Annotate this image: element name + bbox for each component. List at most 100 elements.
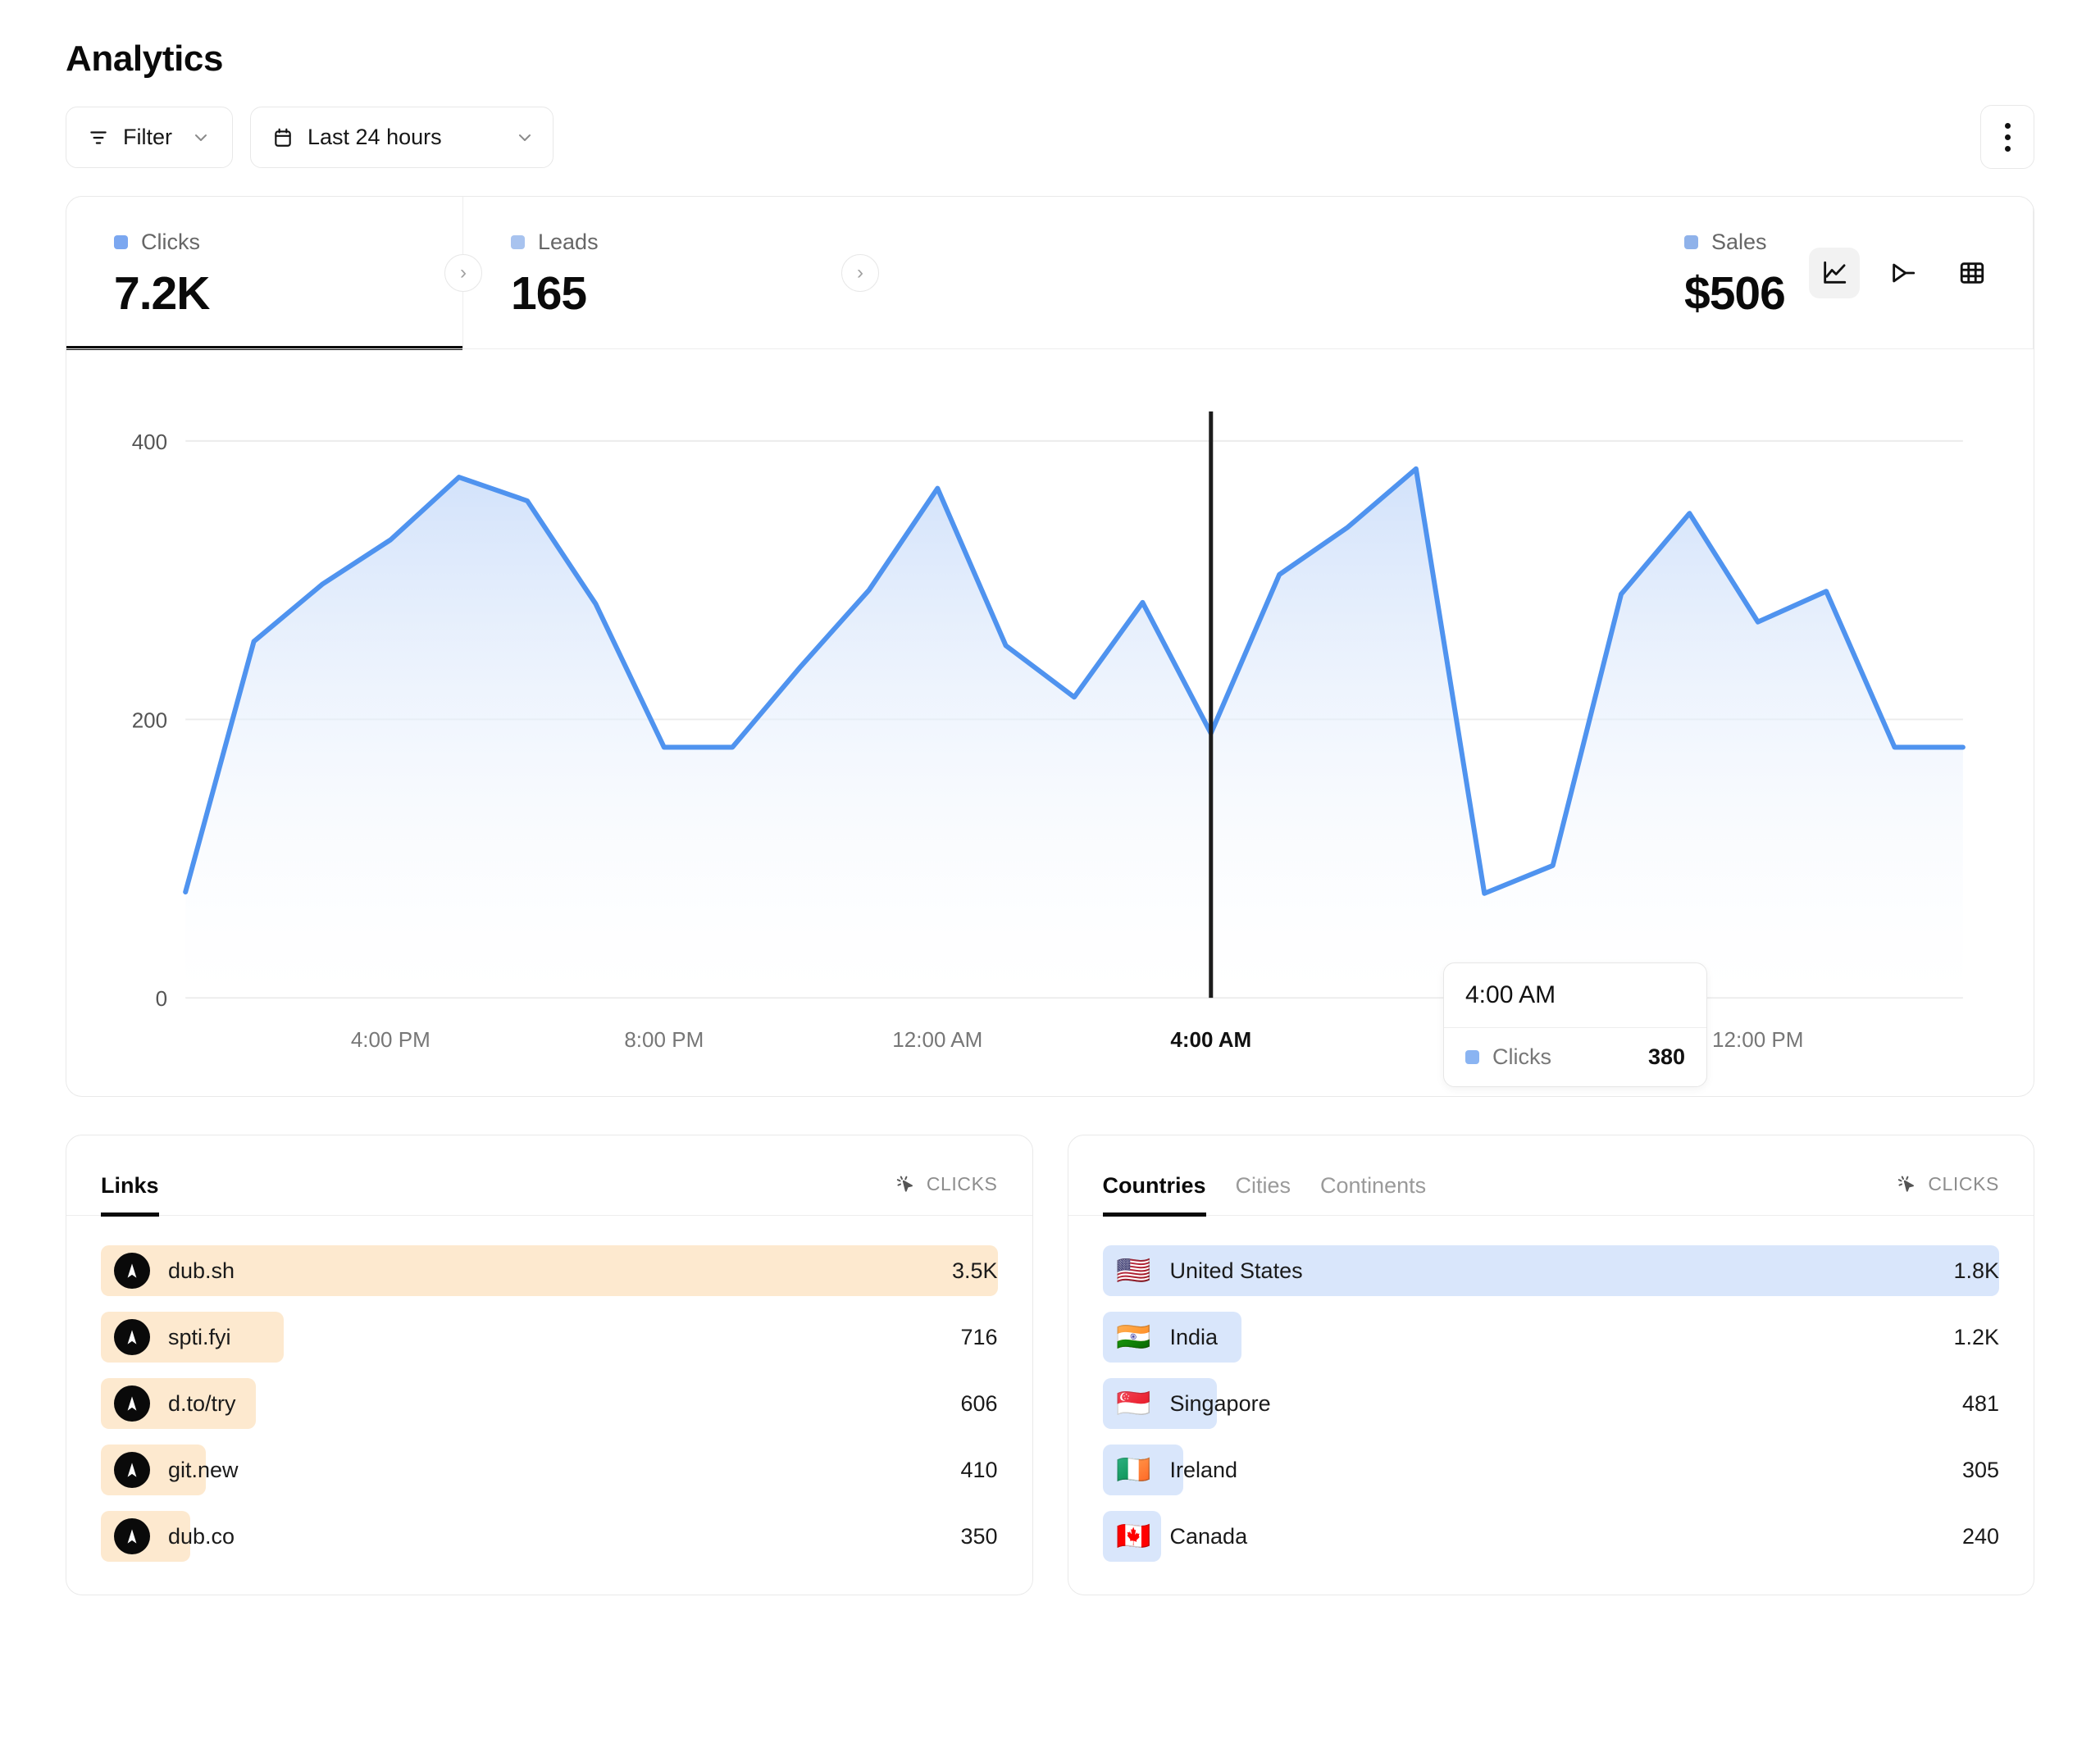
table-grid-icon bbox=[1958, 259, 1986, 287]
row-bar bbox=[1102, 1312, 1241, 1363]
metric-card-leads[interactable]: Leads 165 bbox=[463, 197, 1637, 348]
link-row[interactable]: d.to/try 606 bbox=[101, 1378, 998, 1430]
chevron-right-icon[interactable]: › bbox=[444, 253, 482, 292]
country-row[interactable]: 🇮🇪 Ireland 305 bbox=[1102, 1445, 1999, 1496]
links-metric-label: CLICKS bbox=[926, 1173, 998, 1195]
country-row[interactable]: 🇸🇬 Singapore 481 bbox=[1102, 1378, 1999, 1430]
filter-button[interactable]: Filter bbox=[66, 107, 233, 169]
row-value: 305 bbox=[1961, 1457, 1999, 1482]
links-panel-tabs: Links bbox=[101, 1135, 159, 1217]
funnel-view-button[interactable] bbox=[1878, 248, 1929, 298]
tab-cities[interactable]: Cities bbox=[1235, 1173, 1291, 1199]
row-value: 410 bbox=[960, 1457, 998, 1482]
tab-continents[interactable]: Continents bbox=[1320, 1173, 1427, 1199]
metric-label: Sales bbox=[1711, 230, 1767, 255]
links-list: dub.sh 3.5K spti.fyi 716 d.to/try 606 git.new 4… bbox=[66, 1216, 1032, 1595]
row-label: dub.co bbox=[168, 1523, 235, 1549]
flag-icon: 🇮🇪 bbox=[1116, 1454, 1151, 1486]
locations-metric-header[interactable]: CLICKS bbox=[1897, 1173, 1999, 1215]
chart-view-toggles bbox=[1809, 247, 1998, 298]
chevron-right-icon[interactable]: › bbox=[841, 253, 879, 292]
svg-text:12:00 AM: 12:00 AM bbox=[892, 1027, 982, 1052]
locations-panel: Countries Cities Continents CLICKS 🇺 bbox=[1067, 1135, 2034, 1596]
funnel-icon bbox=[1889, 259, 1917, 287]
metric-value: $506 bbox=[1684, 267, 1786, 321]
line-chart-icon bbox=[1820, 259, 1848, 287]
tab-links[interactable]: Links bbox=[101, 1175, 159, 1217]
date-range-button[interactable]: Last 24 hours bbox=[250, 107, 553, 169]
calendar-icon bbox=[272, 127, 294, 148]
tab-countries[interactable]: Countries bbox=[1102, 1175, 1206, 1217]
line-chart-view-button[interactable] bbox=[1809, 247, 1860, 298]
country-row[interactable]: 🇺🇸 United States 1.8K bbox=[1102, 1245, 1999, 1297]
tooltip-color-dot bbox=[1465, 1050, 1479, 1065]
filter-button-label: Filter bbox=[123, 125, 172, 150]
link-row[interactable]: dub.co 350 bbox=[101, 1511, 998, 1563]
row-label: dub.sh bbox=[168, 1258, 235, 1283]
country-row[interactable]: 🇨🇦 Canada 240 bbox=[1102, 1511, 1999, 1563]
flag-icon: 🇮🇳 bbox=[1116, 1322, 1151, 1354]
row-value: 1.2K bbox=[1953, 1324, 1999, 1349]
chart-y-axis-labels: 0 200 400 bbox=[132, 430, 167, 1011]
row-value: 1.8K bbox=[1953, 1258, 1999, 1283]
flag-icon: 🇨🇦 bbox=[1116, 1521, 1151, 1553]
filter-icon bbox=[88, 127, 109, 148]
cursor-click-icon bbox=[1897, 1174, 1918, 1195]
table-view-button[interactable] bbox=[1947, 248, 1998, 298]
svg-text:400: 400 bbox=[132, 430, 167, 454]
links-panel: Links CLICKS dub.sh 3.5K spti.fyi 716 d.to/t… bbox=[66, 1135, 1033, 1596]
tooltip-series-label: Clicks bbox=[1492, 1044, 1551, 1070]
row-label: United States bbox=[1169, 1258, 1303, 1283]
dub-logo-icon bbox=[114, 1452, 150, 1489]
chevron-down-icon bbox=[515, 128, 535, 148]
link-row[interactable]: spti.fyi 716 bbox=[101, 1312, 998, 1363]
row-value: 606 bbox=[960, 1390, 998, 1416]
svg-text:12:00 PM: 12:00 PM bbox=[1712, 1027, 1803, 1052]
metric-card-clicks[interactable]: Clicks 7.2K bbox=[66, 197, 463, 351]
row-bar bbox=[1102, 1511, 1161, 1563]
metrics-row: Clicks 7.2K › Leads 165 › Sales $506 bbox=[66, 197, 2034, 351]
tooltip-time: 4:00 AM bbox=[1444, 963, 1706, 1029]
more-vertical-icon bbox=[2004, 122, 2011, 129]
row-bar bbox=[101, 1245, 998, 1297]
row-value: 350 bbox=[960, 1523, 998, 1549]
locations-panel-tabs: Countries Cities Continents bbox=[1102, 1135, 1427, 1217]
metric-card-sales[interactable]: Sales $506 bbox=[1637, 197, 2034, 349]
locations-metric-label: CLICKS bbox=[1928, 1173, 1999, 1195]
link-row[interactable]: git.new 410 bbox=[101, 1445, 998, 1496]
date-range-label: Last 24 hours bbox=[307, 125, 442, 150]
dub-logo-icon bbox=[114, 1253, 150, 1290]
tooltip-series-row: Clicks 380 bbox=[1444, 1028, 1706, 1086]
row-label: Singapore bbox=[1169, 1390, 1271, 1416]
more-options-button[interactable] bbox=[1980, 105, 2034, 170]
svg-text:4:00 PM: 4:00 PM bbox=[351, 1027, 430, 1052]
dub-logo-icon bbox=[114, 1518, 150, 1555]
bottom-panels: Links CLICKS dub.sh 3.5K spti.fyi 716 d.to/t… bbox=[66, 1135, 2034, 1596]
link-row[interactable]: dub.sh 3.5K bbox=[101, 1245, 998, 1297]
page-title: Analytics bbox=[66, 39, 224, 79]
links-metric-header[interactable]: CLICKS bbox=[895, 1173, 998, 1215]
row-bar bbox=[1102, 1245, 1999, 1297]
analytics-card: Clicks 7.2K › Leads 165 › Sales $506 bbox=[66, 196, 2034, 1098]
cursor-click-icon bbox=[895, 1174, 917, 1195]
flag-icon: 🇸🇬 bbox=[1116, 1388, 1151, 1420]
sales-color-dot bbox=[1684, 235, 1698, 250]
dub-logo-icon bbox=[114, 1319, 150, 1356]
metric-label: Clicks bbox=[141, 230, 200, 255]
row-label: d.to/try bbox=[168, 1390, 236, 1416]
metric-label: Leads bbox=[538, 230, 599, 255]
row-label: git.new bbox=[168, 1457, 239, 1482]
svg-text:200: 200 bbox=[132, 708, 167, 733]
svg-text:8:00 PM: 8:00 PM bbox=[624, 1027, 704, 1052]
chart-tooltip: 4:00 AM Clicks 380 bbox=[1443, 962, 1707, 1088]
metric-value: 7.2K bbox=[114, 267, 210, 321]
row-value: 240 bbox=[1961, 1523, 1999, 1549]
tooltip-value: 380 bbox=[1647, 1044, 1685, 1070]
countries-list: 🇺🇸 United States 1.8K 🇮🇳 India 1.2K 🇸🇬 Singapor… bbox=[1068, 1216, 2034, 1595]
row-label: spti.fyi bbox=[168, 1324, 231, 1349]
row-value: 3.5K bbox=[951, 1258, 998, 1283]
country-row[interactable]: 🇮🇳 India 1.2K bbox=[1102, 1312, 1999, 1363]
